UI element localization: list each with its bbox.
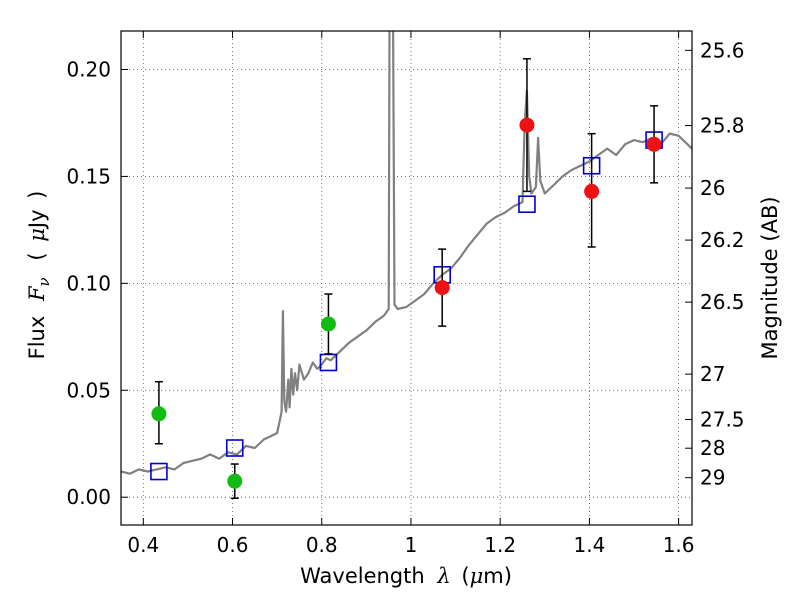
model-point bbox=[150, 462, 168, 481]
y-tick-label: 0.05 bbox=[66, 378, 111, 402]
y-tick-label: 0.00 bbox=[66, 485, 111, 509]
y-tick-label: 0.20 bbox=[66, 57, 111, 81]
y-right-tick-label: 28 bbox=[700, 436, 725, 460]
axis-ticks: 0.4 0.6 0.8 1 1.2 1.4 1.6 0.00 0.05 0.10 0.15 0.20 2… bbox=[66, 31, 745, 557]
y-axis-right-label: Magnitude (AB) bbox=[758, 196, 782, 359]
y-right-tick-label: 26 bbox=[700, 176, 725, 200]
x-axis-label-prefix: Wavelength bbox=[300, 564, 425, 588]
y-axis-label-prefix: Flux bbox=[25, 316, 49, 360]
y-axis-label-unit-rest: Jy bbox=[25, 209, 49, 230]
y-axis-label-subscript: ν bbox=[35, 277, 53, 286]
observed-points bbox=[151, 58, 662, 500]
y-tick-label: 0.15 bbox=[66, 164, 111, 188]
x-tick-label: 1 bbox=[405, 533, 418, 557]
y-right-tick-label: 26.5 bbox=[700, 290, 745, 314]
model-point bbox=[225, 439, 244, 457]
y-axis-label-unit-close: ) bbox=[25, 191, 49, 199]
y-right-tick-label: 27 bbox=[700, 362, 725, 386]
x-axis-label-unit-rest: m) bbox=[483, 564, 512, 588]
y-axis-label-unit-symbol: μ bbox=[25, 228, 49, 242]
y-axis-label: Flux Fν ( μJy ) bbox=[25, 191, 54, 360]
optical-data-point bbox=[151, 406, 167, 422]
model-point bbox=[518, 195, 536, 214]
nir-data-point bbox=[646, 136, 662, 152]
y-tick-label: 0.10 bbox=[66, 271, 111, 295]
y-right-tick-label: 27.5 bbox=[700, 408, 745, 432]
nir-data-point bbox=[519, 117, 535, 133]
x-tick-label: 0.4 bbox=[127, 533, 159, 557]
x-tick-label: 0.8 bbox=[306, 533, 338, 557]
y-right-tick-label: 29 bbox=[700, 466, 725, 490]
nir-data-point bbox=[434, 280, 450, 296]
optical-data-point bbox=[320, 316, 336, 332]
x-axis-label-unit-open: ( bbox=[461, 564, 469, 588]
y-right-tick-label: 25.6 bbox=[700, 38, 745, 62]
x-tick-label: 1.2 bbox=[484, 533, 516, 557]
y-right-tick-label: 25.8 bbox=[700, 114, 745, 138]
x-axis-label-unit-symbol: μ bbox=[470, 564, 484, 588]
y-right-tick-label: 26.2 bbox=[700, 228, 745, 252]
y-axis-label-symbol: F bbox=[25, 285, 49, 302]
optical-data-point bbox=[227, 473, 243, 489]
grid-lines bbox=[121, 31, 692, 525]
x-axis-label-symbol: λ bbox=[436, 564, 450, 588]
x-tick-label: 1.6 bbox=[663, 533, 695, 557]
x-tick-label: 1.4 bbox=[573, 533, 605, 557]
spectrum-layer bbox=[121, 31, 692, 475]
spectrum-line bbox=[121, 31, 692, 475]
x-tick-label: 0.6 bbox=[217, 533, 249, 557]
x-axis-label: Wavelength λ (μm) bbox=[300, 564, 512, 588]
y-axis-label-unit-open: ( bbox=[25, 252, 49, 260]
nir-data-point bbox=[584, 183, 600, 199]
plot-frame bbox=[120, 30, 693, 526]
